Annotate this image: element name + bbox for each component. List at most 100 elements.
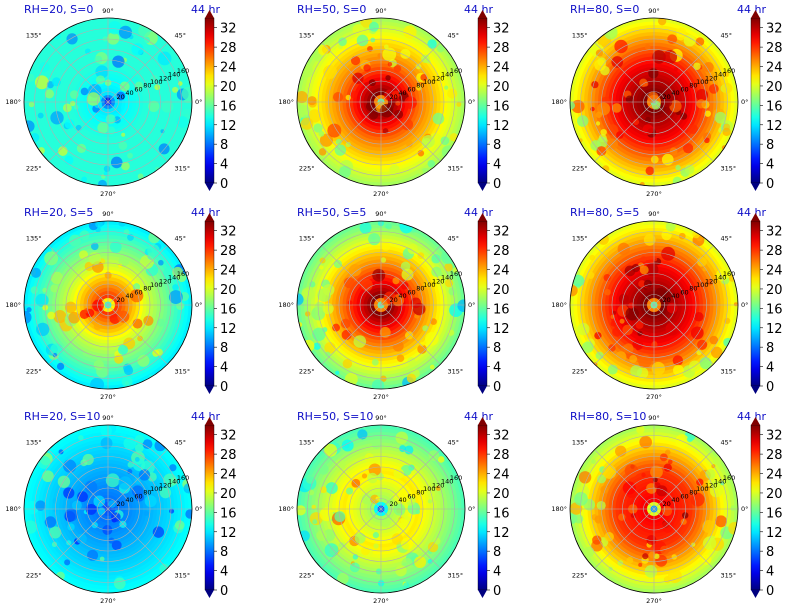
field-speckle [644,44,651,50]
field-speckle [645,116,651,123]
field-speckle [168,290,183,305]
field-speckle [391,533,403,545]
angular-gridline [321,101,382,162]
panel-title: RH=20, S=0 [24,3,93,16]
colorbar-tick-label: 12 [493,322,510,337]
field-speckle [169,508,175,514]
radial-tick-label: 20 [116,500,124,508]
colorbar-tick-label: 24 [766,264,783,279]
field-speckle [638,562,643,567]
field-speckle [380,257,387,263]
field-speckle [158,259,164,266]
field-speckle [665,322,680,336]
field-speckle [617,242,630,256]
angle-tick-label: 45° [174,439,186,447]
panel-title: RH=80, S=0 [570,3,639,16]
field-speckle [340,318,351,329]
angle-tick-label: 90° [102,210,114,218]
field-speckle [693,311,704,322]
polar-outline [23,220,193,390]
field-speckle [393,65,402,73]
colorbar-extend-top [478,213,487,221]
field-speckle [421,54,430,63]
colorbar-tick-label: 32 [493,22,510,37]
panel-time-label: 44 hr [191,206,220,219]
field-speckle [25,500,39,515]
radial-tick-label: 120 [705,481,717,489]
polar-panel: 20 40 60 801001201401600°45°90°135°180°225°… [278,3,509,198]
field-speckle [702,520,716,533]
angular-gridline [380,42,441,103]
field-speckle [322,284,335,296]
field-speckle [582,341,594,353]
field-speckle [49,526,62,539]
radial-tick-label: 160 [177,270,189,278]
radial-tick-label: 20 [116,296,124,304]
field-speckle [116,91,126,101]
field-speckle [594,515,603,524]
angle-tick-label: 0° [468,301,475,309]
colorbar: 0 4 8 12 16 20 24 28 32 [204,213,237,395]
radial-tick-label: 160 [177,474,189,482]
field-speckle [654,287,668,300]
colorbar-tick-label: 20 [766,80,783,95]
field-speckle [94,55,103,64]
field-speckle [343,277,355,289]
field-speckle [341,439,354,452]
field-speckle [318,464,329,475]
panel-time-label: 44 hr [737,410,766,423]
field-speckle [297,90,308,104]
field-speckle [695,37,705,46]
field-speckle [349,562,360,573]
polar-outline [296,220,466,390]
field-speckle [392,340,404,352]
field-speckle [134,457,140,462]
field-speckle [395,100,401,106]
field-speckle [652,256,658,262]
field-speckle [110,156,123,169]
colorbar: 0 4 8 12 16 20 24 28 32 [477,213,510,395]
colorbar-extend-bottom [205,183,214,191]
angular-gridline [321,304,382,365]
colorbar-tick-label: 0 [766,177,774,192]
field-speckle [137,173,144,180]
field-speckle [638,354,652,368]
field-speckle [90,377,105,389]
field-speckle [30,267,42,278]
panel-time-label: 44 hr [191,3,220,16]
colorbar-body [477,220,488,387]
field-speckle [118,476,132,490]
colorbar-tick-label: 4 [493,565,501,580]
polar-outline [23,424,193,594]
field-speckle [391,90,400,99]
colorbar-tick-label: 24 [220,468,237,483]
field-speckle [611,103,622,113]
radial-tick-label: 80 [143,285,151,293]
field-speckle [437,45,445,53]
angle-tick-label: 0° [195,505,202,513]
field-speckle [657,18,667,26]
field-speckle [395,565,407,577]
field-speckle [712,456,722,465]
angular-gridline [594,245,655,306]
field-speckle [158,143,170,155]
field-speckle [118,344,128,355]
field-speckle [56,362,65,371]
angle-tick-label: 180° [278,505,294,513]
field-speckle [305,311,311,317]
field-speckle [324,443,338,457]
field-speckle [660,545,670,555]
angle-tick-label: 135° [299,235,315,243]
field-speckle [52,247,58,253]
field-speckle [157,51,172,66]
field-speckle [427,159,436,168]
field-speckle [363,64,371,72]
field-speckle [602,465,617,479]
angle-tick-label: 45° [720,32,732,40]
field-speckle [622,324,633,336]
field-speckle [389,164,400,175]
field-speckle [675,164,681,171]
colorbar-tick-label: 16 [220,99,237,114]
